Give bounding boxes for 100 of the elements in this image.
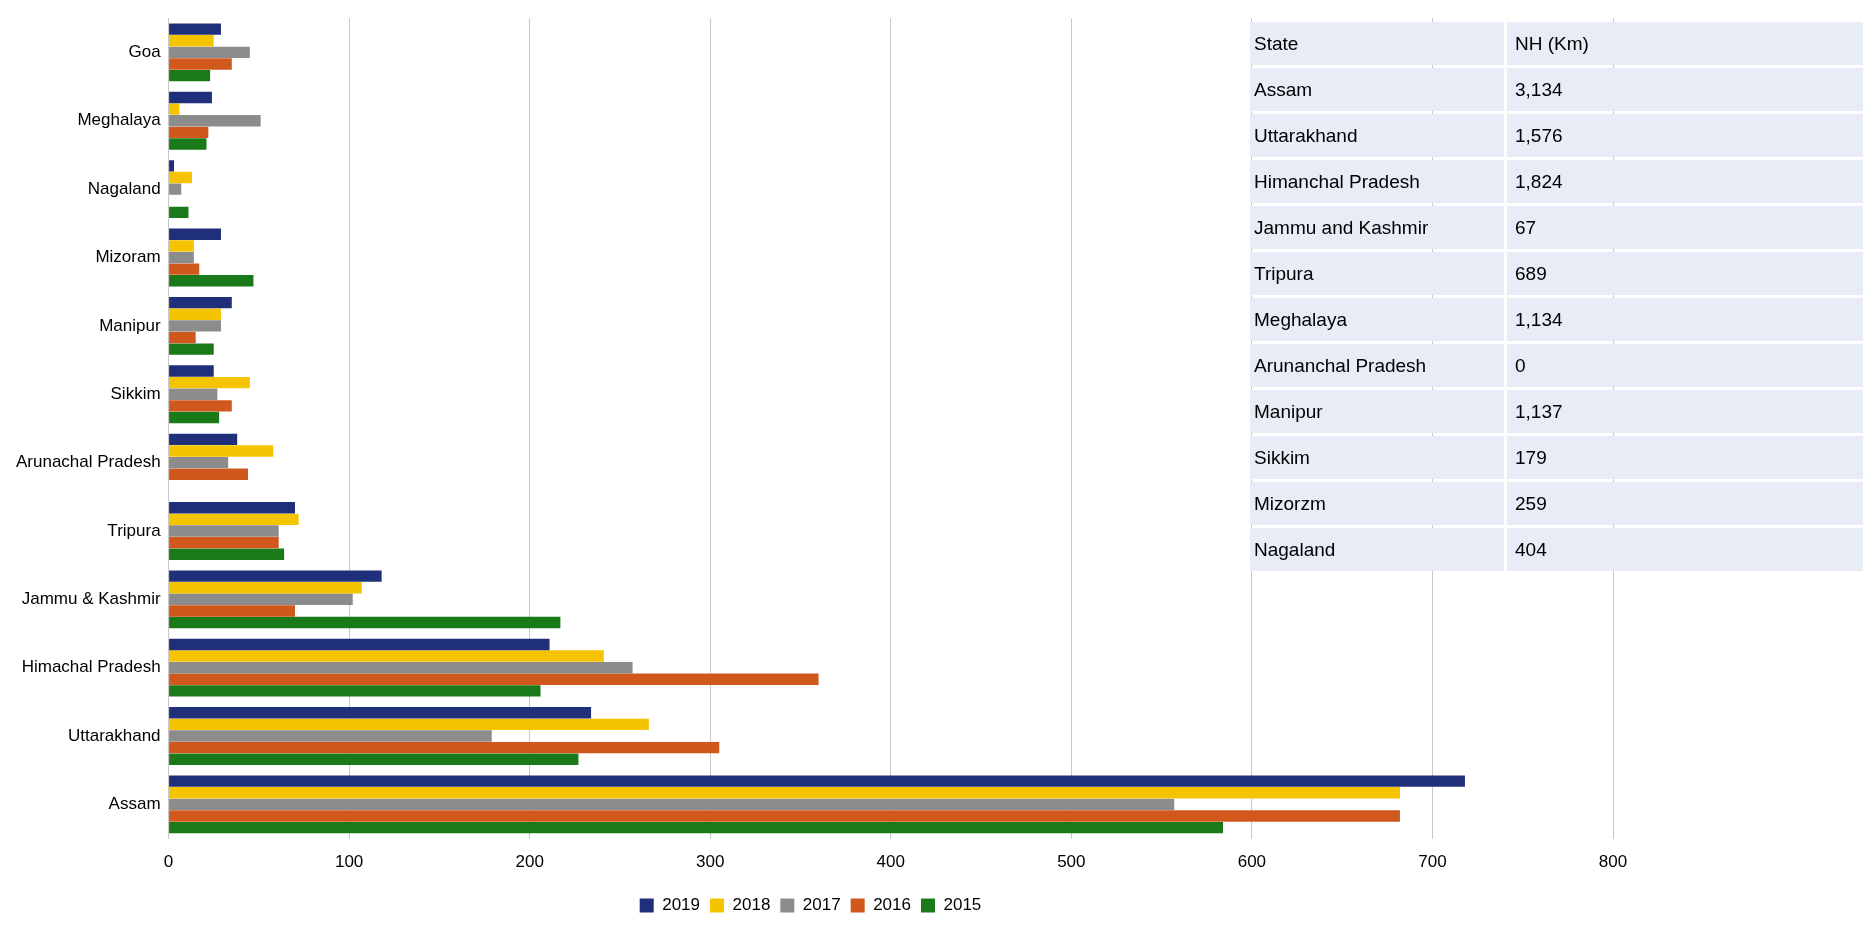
legend-label: 2015: [943, 895, 982, 915]
bar: [169, 593, 353, 606]
bar: [169, 548, 285, 560]
legend-label: 2019: [662, 895, 701, 915]
bar: [169, 616, 561, 629]
x-tick-label: 100: [334, 852, 364, 872]
bar: [169, 638, 550, 651]
bar: [169, 730, 492, 742]
y-tick-label: Sikkim: [110, 383, 161, 403]
annotation: 689: [1514, 262, 1547, 285]
bar: [169, 468, 249, 480]
x-tick-label: 0: [163, 852, 174, 872]
bar: [169, 433, 238, 446]
y-tick-label: Himachal Pradesh: [21, 657, 161, 677]
legend-label: 2016: [873, 895, 911, 915]
annotation: NH (Km): [1514, 32, 1589, 55]
bar: [169, 206, 189, 219]
x-tick-label: 500: [1057, 852, 1086, 872]
bar: [169, 661, 633, 674]
bar: [169, 376, 250, 389]
bar: [169, 228, 221, 240]
annotation: 1,134: [1514, 308, 1563, 331]
bar: [169, 23, 221, 35]
bar: [169, 685, 541, 697]
annotation: 404: [1514, 538, 1547, 561]
bar: [169, 35, 214, 47]
x-tick-label: 700: [1418, 852, 1447, 872]
bar: [169, 343, 214, 355]
bar: [169, 775, 1465, 787]
bar: [169, 58, 232, 70]
bar: [169, 798, 1175, 811]
annotation: Nagaland: [1250, 528, 1507, 571]
annotation: Arunanchal Pradesh: [1250, 344, 1507, 387]
bar: [169, 126, 209, 139]
bar: [169, 308, 221, 320]
bar: [169, 388, 218, 400]
bar: [169, 570, 382, 582]
bar: [169, 445, 274, 457]
annotation: 179: [1514, 446, 1547, 469]
bar: [169, 296, 232, 309]
y-tick-label: Tripura: [107, 520, 162, 540]
annotation: Assam: [1250, 68, 1507, 111]
x-tick-label: 600: [1237, 852, 1267, 872]
y-tick-label: Arunachal Pradesh: [16, 452, 161, 472]
bar: [169, 183, 182, 195]
bar: [169, 263, 200, 275]
bar: [169, 91, 212, 104]
bar: [169, 673, 819, 685]
y-tick-label: Assam: [108, 794, 161, 814]
annotation: Manipur: [1250, 390, 1507, 433]
annotation: Meghalaya: [1250, 298, 1507, 341]
bar: [169, 251, 194, 264]
bar: [169, 707, 592, 719]
bar: [169, 787, 1400, 799]
y-tick-label: Meghalaya: [77, 110, 162, 130]
bar: [169, 741, 720, 754]
annotation: State: [1250, 22, 1507, 65]
bar: [169, 46, 250, 59]
bar: [169, 513, 299, 526]
bar: [169, 365, 214, 377]
bar: [169, 502, 295, 514]
x-tick-label: 400: [876, 852, 905, 872]
bar: [169, 138, 207, 150]
bar: [169, 240, 194, 252]
annotation: 259: [1514, 492, 1547, 515]
y-tick-label: Mizoram: [95, 247, 161, 267]
y-tick-label: Goa: [128, 42, 162, 62]
bar: [169, 810, 1400, 822]
bar: [169, 650, 604, 662]
y-tick-label: Jammu & Kashmir: [21, 589, 161, 608]
bar: [169, 582, 362, 594]
x-tick-label: 800: [1598, 852, 1628, 872]
annotation: 1,137: [1514, 400, 1563, 423]
annotation: Himanchal Pradesh: [1250, 160, 1507, 203]
bar: [169, 411, 220, 424]
bar: [169, 275, 254, 287]
legend-label: 2017: [802, 895, 841, 915]
annotation: Mizorzm: [1250, 482, 1507, 525]
x-tick-label: 300: [696, 852, 725, 872]
annotation: 67: [1514, 216, 1537, 239]
x-tick-label: 200: [515, 852, 544, 872]
bar: [169, 400, 232, 412]
bar: [169, 456, 229, 469]
bar: [169, 821, 1224, 834]
bar: [169, 171, 193, 184]
annotation: Tripura: [1250, 252, 1507, 295]
y-tick-label: Uttarakhand: [67, 725, 161, 745]
annotation: 3,134: [1514, 78, 1563, 101]
annotation: Jammu and Kashmir: [1250, 206, 1507, 249]
bar: [169, 103, 180, 115]
bar: [169, 160, 175, 172]
bar: [169, 331, 196, 344]
y-tick-label: Manipur: [99, 315, 161, 335]
bar: [169, 536, 279, 549]
annotation: 0: [1514, 354, 1526, 377]
legend-label: 2018: [732, 895, 771, 915]
bar: [169, 718, 649, 731]
bar: [169, 605, 295, 617]
annotation: 1,824: [1514, 170, 1563, 193]
bar: [169, 525, 279, 537]
